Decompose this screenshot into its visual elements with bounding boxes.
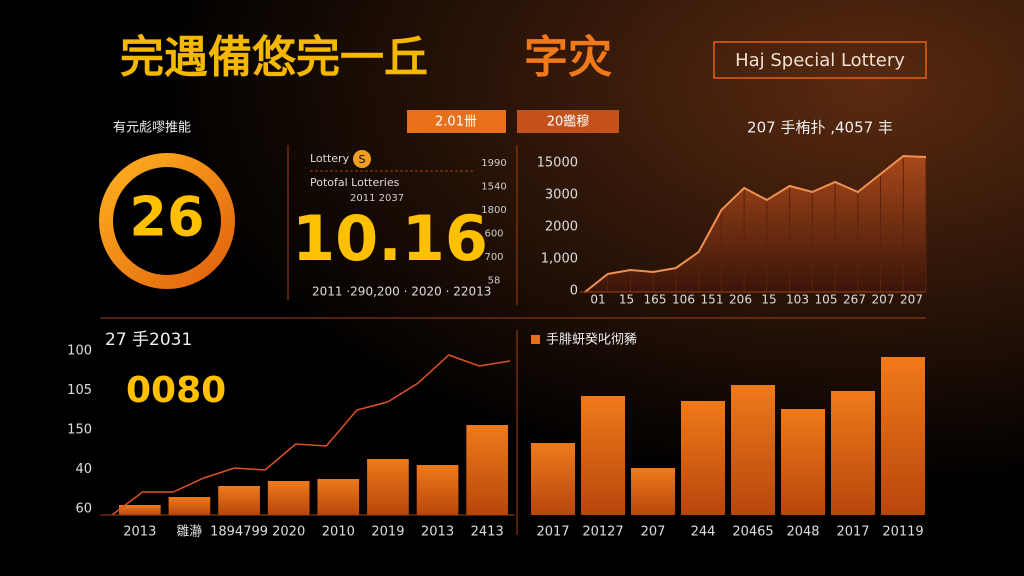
x-tick-label: 15 [619, 293, 634, 307]
x-tick-label: 2048 [786, 525, 819, 540]
badge: Haj Special Lottery [735, 50, 905, 71]
y-tick-label: 15000 [537, 156, 578, 171]
coin [353, 150, 371, 168]
history-line [111, 354, 511, 516]
x-tick-label: 207 [641, 525, 666, 540]
gauge-core [119, 173, 215, 269]
bar [416, 465, 459, 515]
gauge-label: 有元彪嘐推能 [113, 121, 191, 136]
tab-label[interactable]: 20鑑穆 [547, 114, 590, 130]
y-tick-label: 60 [75, 502, 92, 517]
x-tick-label: 207 [900, 293, 923, 307]
scale-label: 1540 [481, 182, 506, 193]
bar [781, 409, 825, 515]
x-tick-label: 20119 [882, 525, 923, 540]
x-tick-label: 207 [872, 293, 895, 307]
bar [831, 391, 875, 515]
scale-label: 1990 [481, 158, 506, 169]
bar [881, 357, 925, 515]
legend-swatch [531, 335, 540, 344]
x-tick-label: 2413 [471, 525, 504, 540]
y-tick-label: 2000 [545, 220, 578, 235]
bar [466, 425, 509, 515]
gauge-value: 26 [129, 186, 204, 249]
x-tick-label: 244 [691, 525, 716, 540]
title-accent: 字灾 [524, 32, 612, 83]
trend-line [584, 154, 927, 293]
tab-label[interactable]: 2.01卌 [435, 115, 477, 130]
bar [218, 486, 260, 515]
x-tick-label: 165 [644, 293, 667, 307]
x-tick-label: 2017 [536, 525, 569, 540]
x-tick-label: 15 [761, 293, 776, 307]
y-tick-label: 105 [67, 383, 92, 398]
ticket-years: 2011 2037 [350, 193, 404, 204]
title: 完遇備悠完一丘 [120, 32, 428, 83]
ticket-value: 10.16 [292, 202, 488, 275]
bar [267, 481, 310, 515]
bar [317, 479, 360, 515]
x-tick-label: 2017 [836, 525, 869, 540]
y-tick-label: 40 [75, 462, 92, 477]
x-tick-label: 20465 [732, 525, 773, 540]
y-tick-label: 150 [67, 423, 92, 438]
x-tick-label: 2010 [322, 525, 355, 540]
scale-label: 600 [484, 229, 503, 240]
y-tick-label: 3000 [545, 188, 578, 203]
bar [531, 443, 575, 515]
badge-box [713, 41, 927, 79]
scale-label: 58 [488, 276, 501, 287]
x-tick-label: 2020 [272, 525, 305, 540]
x-tick-label: 206 [729, 293, 752, 307]
x-tick-label: 106 [672, 293, 695, 307]
x-tick-label: 2019 [371, 525, 404, 540]
bar [681, 401, 725, 515]
ticket-footer: 2011 ·290,200 · 2020 · 22013 [312, 285, 491, 299]
ticket-title: Lottery [310, 152, 350, 165]
x-tick-label: 1894799 [210, 525, 268, 540]
trend-title: 207 手栯扑 ,4057 丰 [747, 119, 893, 137]
bar [731, 385, 775, 515]
bar [631, 468, 675, 515]
bar [581, 396, 625, 515]
x-tick-label: 20127 [582, 525, 623, 540]
legend-label: 手腓蚈癸叱彻豨 [546, 332, 637, 348]
y-tick-label: 0 [570, 284, 578, 299]
x-tick-label: 267 [843, 293, 866, 307]
history-value: 0080 [126, 370, 226, 411]
y-tick-label: 100 [67, 344, 92, 359]
bar [367, 459, 409, 515]
x-tick-label: 雛瀞 [176, 524, 202, 540]
tab[interactable] [517, 110, 619, 133]
ticket-subtitle: Potofal Lotteries [310, 176, 400, 189]
bar [118, 505, 161, 515]
x-tick-label: 151 [701, 293, 724, 307]
tab[interactable] [407, 110, 506, 133]
coin-label: S [359, 153, 366, 166]
x-tick-label: 2013 [421, 525, 454, 540]
x-tick-label: 01 [590, 293, 605, 307]
y-tick-label: 1,000 [541, 252, 578, 267]
scale-label: 1800 [481, 205, 506, 216]
x-tick-label: 105 [815, 293, 838, 307]
bar [168, 497, 211, 515]
x-tick-label: 103 [786, 293, 809, 307]
gauge-ring [99, 153, 235, 289]
x-tick-label: 2013 [123, 525, 156, 540]
trend-area [585, 156, 926, 292]
scale-label: 700 [484, 252, 503, 263]
history-title: 27 手2031 [105, 330, 192, 350]
